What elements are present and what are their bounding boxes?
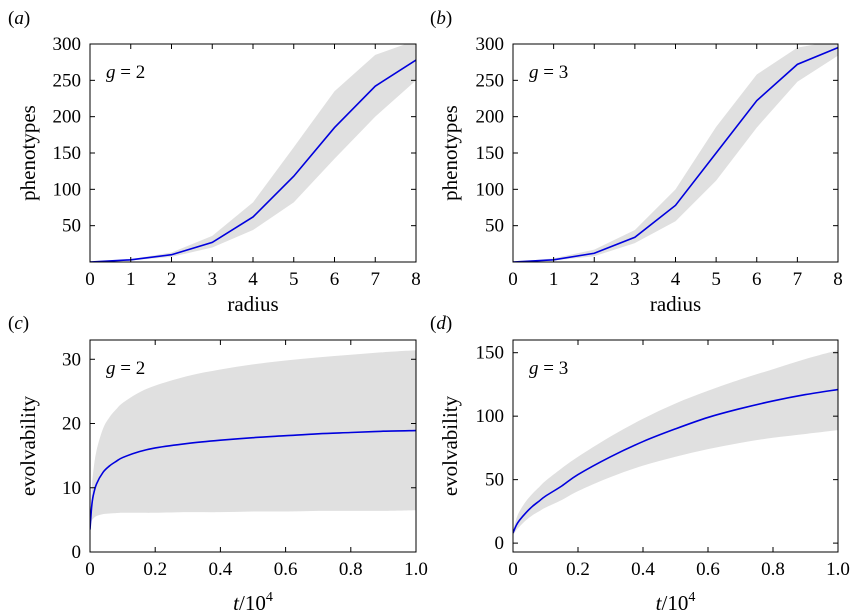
x-tick-label: 2 xyxy=(590,269,600,290)
y-tick-label: 10 xyxy=(62,478,81,499)
series-line xyxy=(90,59,416,262)
x-tick-label: 0.2 xyxy=(566,559,590,580)
x-tick-label: 7 xyxy=(793,269,803,290)
x-tick-label: 0.8 xyxy=(339,559,363,580)
x-axis-title: t/104 xyxy=(233,590,273,615)
x-axis-title-sup: 4 xyxy=(266,590,273,605)
x-tick-label: 3 xyxy=(630,269,640,290)
x-tick-label: 0.4 xyxy=(209,559,233,580)
y-tick-label: 150 xyxy=(476,143,505,164)
x-tick-label: 0 xyxy=(508,559,518,580)
y-axis-title: evolvability xyxy=(16,395,40,496)
x-tick-label: 5 xyxy=(289,269,299,290)
x-axis-title: radius xyxy=(650,292,701,316)
confidence-band xyxy=(90,44,416,262)
y-tick-label: 0 xyxy=(72,542,82,563)
x-tick-label: 0 xyxy=(508,269,518,290)
y-tick-label: 30 xyxy=(62,349,81,370)
panel-label: (a) xyxy=(8,8,30,29)
x-tick-label: 1.0 xyxy=(404,559,428,580)
chart-panel-b: 0 1 2 3 4 5 6 7 8 50 100 150 200 250 300 radius phenotyp… xyxy=(430,8,843,316)
x-tick-label: 6 xyxy=(330,269,340,290)
y-tick-label: 100 xyxy=(53,179,82,200)
x-tick-label: 0 xyxy=(85,269,95,290)
x-tick-label: 8 xyxy=(411,269,421,290)
confidence-band xyxy=(513,350,838,536)
chart-panel-a: 0 1 2 3 4 5 6 7 8 50 100 150 200 250 300 radius phenotyp… xyxy=(8,8,421,316)
x-axis-title: t/104 xyxy=(656,590,696,615)
y-tick-label: 50 xyxy=(485,470,504,491)
chart-panel-d: 0 0.2 0.4 0.6 0.8 1.0 0 50 100 150 t/104 evolvabili… xyxy=(430,313,850,615)
x-axis-title-sup: 4 xyxy=(688,590,695,605)
panel-label: (c) xyxy=(8,313,29,334)
x-axis-title-rest: /10 xyxy=(239,591,266,615)
x-tick-label: 3 xyxy=(208,269,218,290)
y-tick-label: 20 xyxy=(62,414,81,435)
series-line xyxy=(513,388,838,534)
g-annotation: g = 3 xyxy=(529,62,568,83)
panel-label: (b) xyxy=(430,8,452,29)
g-annotation: g = 2 xyxy=(106,358,145,379)
confidence-band xyxy=(513,44,838,262)
x-tick-label: 0.4 xyxy=(631,559,655,580)
x-tick-label: 0 xyxy=(85,559,95,580)
y-axis-title: phenotypes xyxy=(16,105,40,201)
x-tick-label: 2 xyxy=(167,269,177,290)
y-tick-label: 200 xyxy=(53,107,82,128)
series-line xyxy=(90,429,416,530)
y-tick-label: 150 xyxy=(476,343,505,364)
y-tick-label: 200 xyxy=(476,107,505,128)
x-tick-label: 0.2 xyxy=(143,559,167,580)
x-axis-title-var: t xyxy=(233,591,240,615)
confidence-band xyxy=(90,350,416,530)
x-tick-label: 0.8 xyxy=(761,559,785,580)
x-tick-label: 0.6 xyxy=(696,559,720,580)
series-line xyxy=(513,46,838,262)
x-tick-label: 5 xyxy=(711,269,721,290)
x-tick-label: 0.6 xyxy=(274,559,298,580)
chart-panel-c: 0 0.2 0.4 0.6 0.8 1.0 0 10 20 30 t/104 evolvability… xyxy=(8,313,428,615)
x-tick-label: 1 xyxy=(549,269,559,290)
panel-label: (d) xyxy=(430,313,452,334)
y-tick-label: 150 xyxy=(53,143,82,164)
x-tick-label: 1 xyxy=(126,269,136,290)
y-tick-label: 300 xyxy=(53,34,82,55)
y-tick-label: 100 xyxy=(476,406,505,427)
x-axis-title-rest: /10 xyxy=(662,591,689,615)
x-tick-label: 6 xyxy=(752,269,762,290)
g-annotation: g = 3 xyxy=(529,358,568,379)
y-tick-label: 300 xyxy=(476,34,505,55)
x-tick-label: 4 xyxy=(248,269,258,290)
x-axis-title: radius xyxy=(227,292,278,316)
y-tick-label: 50 xyxy=(62,216,81,237)
x-tick-label: 8 xyxy=(833,269,843,290)
plot-frame xyxy=(89,339,417,553)
x-tick-label: 7 xyxy=(371,269,381,290)
y-tick-label: 100 xyxy=(476,179,505,200)
x-tick-label: 4 xyxy=(671,269,681,290)
g-annotation: g = 2 xyxy=(106,62,145,83)
x-tick-label: 1.0 xyxy=(826,559,850,580)
y-tick-label: 0 xyxy=(495,533,505,554)
y-tick-label: 250 xyxy=(476,70,505,91)
y-tick-label: 250 xyxy=(53,70,82,91)
x-axis-title-var: t xyxy=(656,591,663,615)
y-axis-title: phenotypes xyxy=(438,105,462,201)
plot-frame xyxy=(512,339,839,553)
y-axis-title: evolvability xyxy=(438,395,462,496)
y-tick-label: 50 xyxy=(485,216,504,237)
